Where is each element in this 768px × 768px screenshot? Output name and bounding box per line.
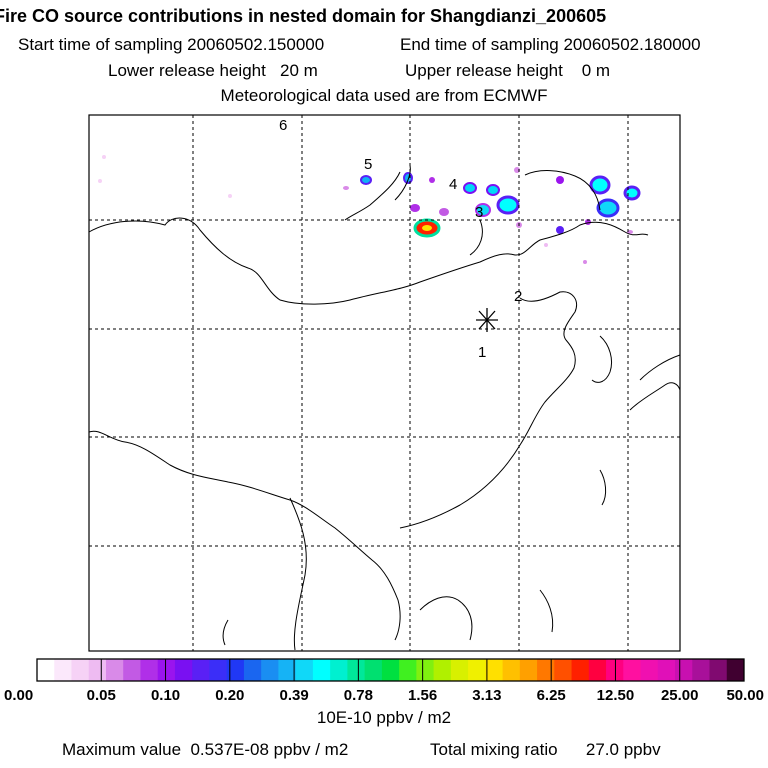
receptor-star-icon <box>476 308 498 332</box>
colorbar-cell <box>226 659 245 681</box>
colorbar-cell <box>54 659 72 681</box>
colorbar-cell <box>278 659 297 681</box>
map-title: Fire CO source contributions in nested d… <box>0 6 607 26</box>
coastlines <box>88 164 681 651</box>
colorbar-cell <box>192 659 210 681</box>
colorbar-label: 0.39 <box>279 687 308 704</box>
map-frame <box>88 114 681 652</box>
colorbar-cell <box>347 659 366 681</box>
end-time-label: End time of sampling 20060502.180000 <box>400 35 701 54</box>
point-label-4: 4 <box>449 176 457 193</box>
colorbar-unit: 10E-10 ppbv / m2 <box>316 708 452 727</box>
colorbar-frame <box>36 658 745 682</box>
point-label-2: 2 <box>514 288 522 305</box>
colorbar-cells <box>37 659 745 681</box>
colorbar-cell <box>675 659 693 681</box>
colorbar-cell <box>140 659 159 681</box>
colorbar-cell <box>312 659 331 681</box>
colorbar-cell <box>71 659 90 681</box>
point-label-1: 1 <box>478 344 486 361</box>
colorbar-cell <box>554 659 573 681</box>
colorbar-label: 0.20 <box>215 687 244 704</box>
colorbar-cell <box>105 659 124 681</box>
colorbar-cell <box>37 659 55 681</box>
colorbar-label: 50.00 <box>726 687 764 704</box>
start-time-label: Start time of sampling 20060502.150000 <box>18 35 325 54</box>
colorbar-cell <box>588 659 607 681</box>
colorbar-cell <box>485 659 504 681</box>
colorbar-cell <box>157 659 176 681</box>
colorbar-cell <box>261 659 279 681</box>
point-label-5: 5 <box>364 156 372 173</box>
colorbar-cell <box>468 659 486 681</box>
colorbar-label: 12.50 <box>597 687 635 704</box>
upper-release-height-label: Upper release height 0 m <box>405 61 611 80</box>
met-data-label: Meteorological data used are from ECMWF <box>220 86 548 105</box>
colorbar-cell <box>433 659 452 681</box>
colorbar-cell <box>88 659 107 681</box>
colorbar-cell <box>519 659 538 681</box>
colorbar-cell <box>537 659 555 681</box>
colorbar-cell <box>502 659 521 681</box>
colorbar-cell <box>243 659 262 681</box>
colorbar-cell <box>726 659 745 681</box>
colorbar-cell <box>571 659 590 681</box>
colorbar-label: 1.56 <box>408 687 437 704</box>
colorbar-cell <box>692 659 711 681</box>
colorbar-cell <box>450 659 469 681</box>
colorbar-cell <box>209 659 228 681</box>
colorbar-label: 0.05 <box>87 687 116 704</box>
colorbar-cell <box>174 659 193 681</box>
colorbar-cell <box>381 659 400 681</box>
colorbar-cell <box>364 659 383 681</box>
colorbar-cell <box>640 659 659 681</box>
total-mixing-ratio-label: Total mixing ratio 27.0 ppbv <box>430 740 661 759</box>
colorbar-cell <box>606 659 624 681</box>
colorbar-label: 3.13 <box>472 687 501 704</box>
colorbar-cell <box>657 659 676 681</box>
colorbar-cell <box>416 659 435 681</box>
colorbar-label: 0.10 <box>151 687 180 704</box>
lower-release-height-label: Lower release height 20 m <box>108 61 318 80</box>
point-label-3: 3 <box>475 204 483 221</box>
colorbar-cell <box>330 659 348 681</box>
graticule <box>89 115 680 651</box>
plume-layer <box>98 155 641 264</box>
colorbar-cell <box>623 659 642 681</box>
colorbar-label: 0.00 <box>4 687 33 704</box>
colorbar-cell <box>709 659 728 681</box>
colorbar-cell <box>295 659 314 681</box>
maximum-value-label: Maximum value 0.537E-08 ppbv / m2 <box>62 740 349 759</box>
colorbar-label: 25.00 <box>661 687 699 704</box>
colorbar-label: 6.25 <box>537 687 566 704</box>
map-panel: 1 2 3 4 5 6 <box>88 114 681 652</box>
colorbar-label: 0.78 <box>344 687 373 704</box>
colorbar: 0.00 0.05 0.10 0.20 0.39 0.78 1.56 3.13 6.25 12.5… <box>4 658 764 704</box>
colorbar-cell <box>399 659 417 681</box>
colorbar-cell <box>123 659 141 681</box>
point-label-6: 6 <box>279 117 287 134</box>
